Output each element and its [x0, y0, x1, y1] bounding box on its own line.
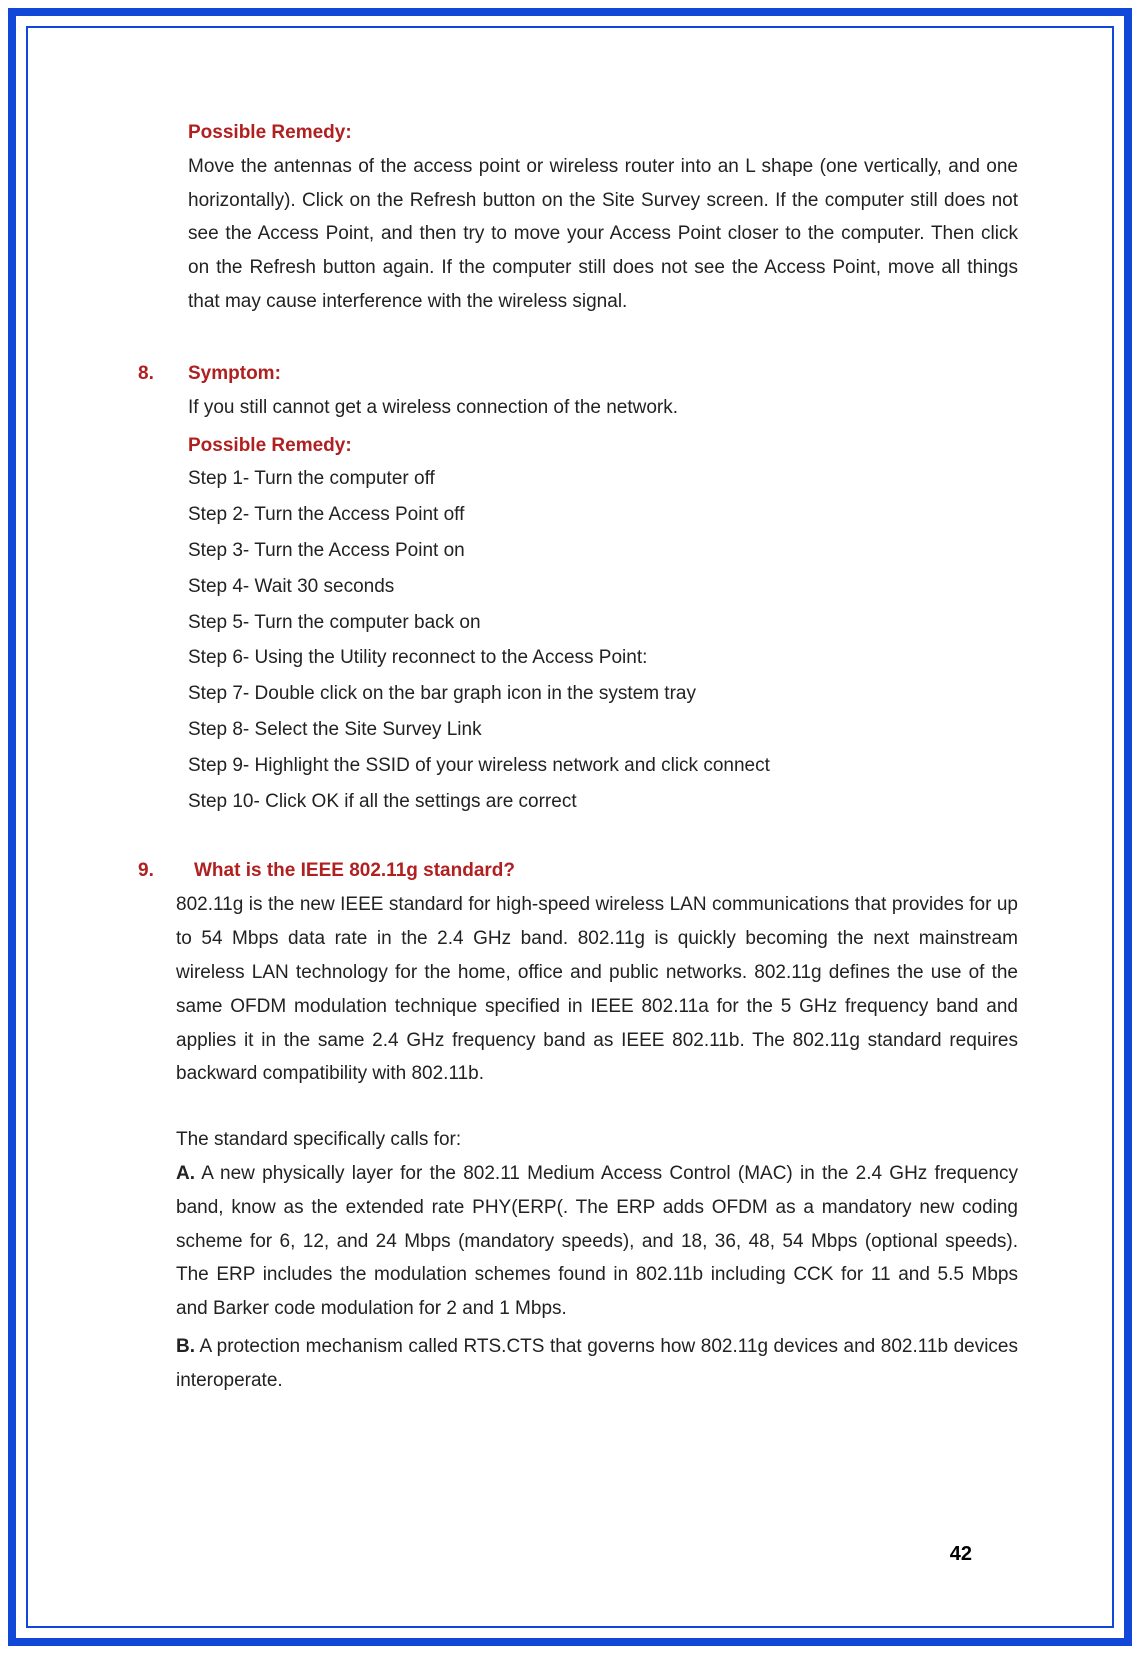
item-a-body: A new physically layer for the 802.11 Me… — [176, 1163, 1018, 1319]
step-text: Step 1- Turn the computer off — [188, 462, 1018, 496]
remedy-body-1: Move the antennas of the access point or… — [188, 150, 1018, 319]
item-b-label: B. — [176, 1336, 195, 1357]
section-9-heading: 9. What is the IEEE 802.11g standard? — [138, 854, 968, 888]
section-9-para1: 802.11g is the new IEEE standard for hig… — [176, 888, 1018, 1091]
remedy-heading-2: Possible Remedy: — [188, 429, 1018, 463]
step-text: Step 4- Wait 30 seconds — [188, 570, 1018, 604]
section-9-para2-intro: The standard specifically calls for: — [176, 1123, 1018, 1157]
section-8-heading: 8. Symptom: — [138, 357, 968, 391]
item-b-body: A protection mechanism called RTS.CTS th… — [176, 1336, 1018, 1391]
page-content: Possible Remedy: Move the antennas of th… — [188, 116, 1018, 1402]
section-9-item-b: B. A protection mechanism called RTS.CTS… — [176, 1330, 1018, 1398]
section-8-steps: Step 1- Turn the computer off Step 2- Tu… — [188, 462, 1018, 818]
step-text: Step 8- Select the Site Survey Link — [188, 713, 1018, 747]
section-8-intro: If you still cannot get a wireless conne… — [188, 391, 1018, 425]
step-text: Step 2- Turn the Access Point off — [188, 498, 1018, 532]
step-text: Step 5- Turn the computer back on — [188, 606, 1018, 640]
step-text: Step 10- Click OK if all the settings ar… — [188, 785, 1018, 819]
remedy-heading-1: Possible Remedy: — [188, 116, 1018, 150]
page-outer-border: Possible Remedy: Move the antennas of th… — [8, 8, 1132, 1646]
spacer — [176, 1095, 1018, 1123]
step-text: Step 3- Turn the Access Point on — [188, 534, 1018, 568]
page-inner-border: Possible Remedy: Move the antennas of th… — [26, 26, 1114, 1628]
section-8-title: Symptom: — [188, 363, 281, 384]
step-text: Step 7- Double click on the bar graph ic… — [188, 677, 1018, 711]
page-number: 42 — [950, 1543, 972, 1566]
step-text: Step 9- Highlight the SSID of your wirel… — [188, 749, 1018, 783]
spacer — [188, 820, 1018, 854]
spacer — [188, 323, 1018, 357]
item-a-label: A. — [176, 1163, 195, 1184]
section-9-item-a: A. A new physically layer for the 802.11… — [176, 1157, 1018, 1326]
step-text: Step 6- Using the Utility reconnect to t… — [188, 641, 1018, 675]
section-9-number: 9. — [138, 854, 154, 888]
section-8-number: 8. — [138, 357, 154, 391]
section-9-title: What is the IEEE 802.11g standard? — [188, 860, 515, 881]
section-9-body: 802.11g is the new IEEE standard for hig… — [176, 888, 1018, 1397]
